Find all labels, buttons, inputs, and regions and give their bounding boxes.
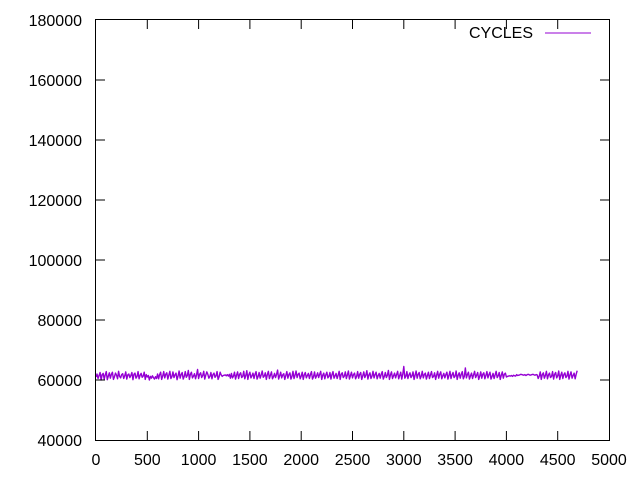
y-tick-label: 180000	[29, 13, 82, 30]
x-axis: 0 500 1000 1500 2000 2500 3000 3500 4000 4500 5000	[92, 20, 627, 469]
plot-frame	[95, 19, 610, 441]
x-tick-label: 1000	[181, 452, 217, 469]
y-tick-label: 80000	[38, 313, 83, 330]
x-tick-label: 4500	[540, 452, 576, 469]
x-tick-label: 3000	[386, 452, 422, 469]
y-tick-label: 100000	[29, 253, 82, 270]
x-tick-label: 4000	[489, 452, 525, 469]
series-line-cycles	[95, 365, 578, 381]
x-tick-label: 2000	[283, 452, 319, 469]
legend: CYCLES	[469, 25, 591, 42]
y-tick-label: 160000	[29, 73, 82, 90]
series-layer	[95, 365, 578, 381]
x-tick-label: 5000	[591, 452, 627, 469]
x-tick-label: 0	[92, 452, 101, 469]
x-tick-label: 2500	[335, 452, 371, 469]
x-tick-label: 1500	[232, 452, 268, 469]
y-tick-label: 120000	[29, 193, 82, 210]
y-tick-label: 140000	[29, 133, 82, 150]
x-tick-label: 500	[134, 452, 161, 469]
y-axis: 40000 60000 80000 100000 120000 140000 160000 1…	[29, 13, 609, 450]
legend-label-cycles: CYCLES	[469, 25, 533, 42]
y-tick-label: 40000	[38, 433, 83, 450]
x-tick-label: 3500	[437, 452, 473, 469]
y-tick-label: 60000	[38, 373, 83, 390]
